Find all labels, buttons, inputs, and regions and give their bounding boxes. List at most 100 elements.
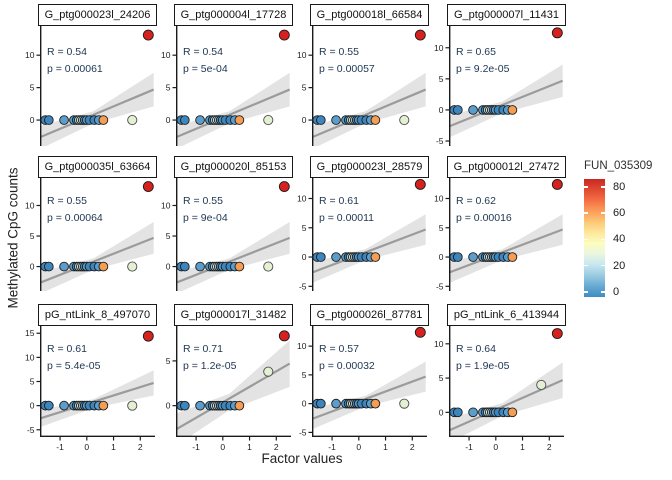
confidence-band [40, 72, 154, 146]
legend-tick-mark [584, 238, 588, 241]
y-tick-label: 5 [166, 231, 171, 241]
confidence-band [176, 72, 290, 146]
facet-strip: G_ptg000012l_27472 [447, 156, 566, 178]
y-tick-label: -5 [27, 425, 35, 435]
data-point [179, 400, 190, 411]
data-point [234, 400, 245, 411]
data-point-red [278, 181, 290, 193]
data-point-pale-green [127, 115, 138, 126]
x-tick-label: 0 [356, 442, 361, 452]
facet-1: G_ptg000023l_24206 10 5 0 R = 0.54 p = 0.0006… [25, 4, 157, 146]
data-point-pale-green [399, 115, 410, 126]
data-point-red [551, 178, 563, 190]
facet-panel: 10 5 0 R = 0.54 p = 0.00061 [25, 26, 155, 146]
correlation-r-label: R = 0.62 [456, 195, 496, 207]
x-tick-label: 2 [547, 442, 552, 452]
x-tick-label: 2 [410, 442, 415, 452]
data-point [98, 400, 109, 411]
data-point-pale-green [127, 261, 138, 272]
regression-line [176, 88, 291, 138]
facet-title: pG_ntLink_8_497070 [44, 309, 151, 321]
data-point [507, 407, 518, 418]
p-value-label: p = 0.00011 [319, 212, 374, 224]
facet-3: G_ptg000018l_66584 10 5 0 R = 0.55 p = 0.0005… [297, 4, 429, 146]
x-tick-label: 1 [111, 442, 116, 452]
legend-title: FUN_035309 [584, 160, 653, 172]
y-tick-label: 5 [302, 370, 307, 380]
facet-title: G_ptg000017l_31482 [180, 309, 287, 321]
facet-strip: G_ptg000018l_66584 [310, 4, 429, 26]
facet-title: G_ptg000004l_17728 [180, 9, 287, 21]
facet-panel: 10 5 0 -5 -1 0 1 2 R = 0.57 p = 0.00032 [297, 326, 427, 452]
p-value-label: p = 0.00016 [456, 212, 512, 224]
data-point [468, 407, 478, 418]
p-value-label: p = 5.4e-05 [47, 360, 101, 372]
facet-8: G_ptg000012l_27472 10 5 0 -5 R = 0.62 p = 0.00… [434, 156, 566, 291]
x-tick-label: 0 [493, 442, 498, 452]
data-point-pale-green [263, 261, 274, 272]
data-point-red [142, 330, 154, 342]
y-tick-label: 0 [30, 401, 35, 411]
legend-tick-mark [601, 238, 605, 241]
regression-line [40, 88, 155, 138]
data-point [331, 252, 341, 262]
facet-title: G_ptg000023l_24206 [44, 9, 151, 21]
y-tick-label: 0 [166, 115, 171, 125]
y-tick-label: 0 [30, 115, 35, 125]
x-tick-label: 1 [247, 442, 252, 452]
y-tick-label: 5 [439, 74, 444, 84]
data-point [195, 115, 205, 125]
facet-strip: G_ptg000023l_24206 [38, 4, 157, 26]
facet-panel: 10 5 0 R = 0.55 p = 9e-04 [161, 178, 291, 291]
confidence-band [176, 340, 290, 437]
y-tick-label: 5 [302, 223, 307, 233]
correlation-r-label: R = 0.61 [319, 195, 359, 207]
data-point [98, 261, 109, 272]
data-point [98, 115, 109, 125]
correlation-r-label: R = 0.54 [47, 46, 87, 58]
legend-gradient [584, 179, 605, 297]
correlation-r-label: R = 0.57 [319, 343, 359, 355]
data-point-pale-green [536, 379, 547, 390]
y-tick-label: 10 [434, 339, 444, 349]
p-value-label: p = 0.00057 [319, 63, 375, 75]
legend-tick-mark [584, 186, 588, 188]
data-point [370, 398, 381, 409]
data-point [331, 115, 341, 125]
y-tick-label: 10 [25, 50, 35, 60]
data-point-red [278, 330, 290, 342]
x-tick-label: -1 [192, 442, 200, 452]
y-tick-label: 0 [439, 407, 444, 417]
data-point-red [414, 178, 426, 190]
data-point [43, 400, 54, 411]
y-tick-label: -5 [299, 427, 307, 437]
correlation-r-label: R = 0.64 [456, 343, 496, 355]
legend-tick-label: 80 [613, 180, 626, 193]
y-tick-label: 10 [297, 341, 307, 351]
correlation-r-label: R = 0.55 [47, 195, 87, 207]
facet-title: G_ptg000020l_85153 [180, 161, 287, 173]
facet-panel: 10 5 0 R = 0.55 p = 0.00064 [25, 178, 155, 291]
y-tick-label: 10 [297, 193, 307, 203]
y-tick-label: 10 [434, 43, 444, 53]
confidence-band [40, 221, 154, 291]
correlation-r-label: R = 0.61 [47, 343, 87, 355]
data-point [468, 252, 478, 262]
data-point [59, 400, 69, 411]
data-point [468, 105, 478, 115]
regression-line [449, 228, 564, 274]
facet-6: G_ptg000020l_85153 10 5 0 R = 0.55 p = 9e-04 [161, 156, 293, 291]
data-point [452, 252, 463, 262]
data-point-red [142, 181, 154, 193]
confidence-band [312, 361, 426, 429]
y-tick-label: 10 [161, 50, 171, 60]
regression-line [449, 379, 564, 432]
data-point [43, 115, 54, 125]
facet-4: G_ptg000007l_11431 10 5 0 -5 R = 0.65 p = 9.2e… [434, 4, 566, 146]
y-tick-label: 10 [161, 200, 171, 210]
y-tick-label: 5 [30, 377, 35, 387]
regression-line [176, 236, 291, 284]
facet-panel: 10 5 0 R = 0.54 p = 5e-04 [161, 26, 291, 146]
y-tick-label: 10 [25, 352, 35, 362]
